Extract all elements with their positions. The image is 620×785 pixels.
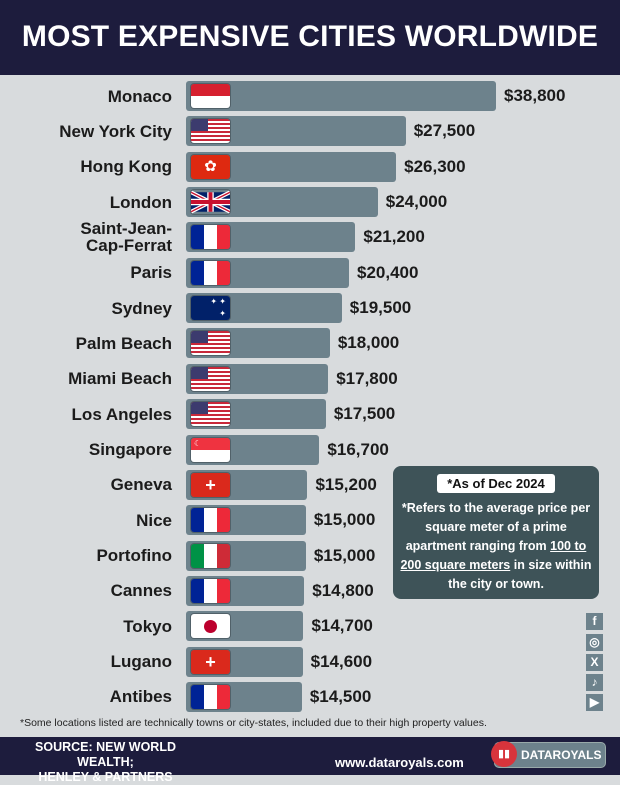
- flag-france-icon: [191, 225, 230, 250]
- bar-row: Portofino $15,000: [0, 540, 620, 572]
- city-label: Portofino: [96, 546, 172, 566]
- bar-chart-logo-icon: ▮▮: [491, 741, 517, 767]
- page-title: MOST EXPENSIVE CITIES WORLDWIDE: [21, 20, 599, 53]
- value-label: $21,200: [363, 227, 425, 247]
- flag-switzerland-icon: +: [191, 649, 230, 674]
- value-label: $17,500: [333, 404, 396, 424]
- flag-hong-kong-icon: ✿: [191, 154, 230, 179]
- bar-row: Los Angeles $17,500: [0, 398, 620, 430]
- flag-uk-icon: [191, 190, 230, 214]
- city-label: Nice: [136, 510, 172, 530]
- brand-logo: ▮▮ DATAROYALS: [491, 741, 606, 768]
- tiktok-icon[interactable]: ♪: [586, 674, 603, 691]
- note-date: *As of Dec 2024: [437, 474, 555, 493]
- city-label: Sydney: [111, 298, 172, 318]
- bar-row: Palm Beach $18,000: [0, 327, 620, 359]
- note-card: *As of Dec 2024 *Refers to the average p…: [393, 466, 599, 599]
- youtube-icon[interactable]: ▶: [586, 694, 603, 711]
- x-icon[interactable]: X: [586, 654, 603, 671]
- bar-row: Hong Kong ✿ $26,300: [0, 151, 620, 183]
- bar-row: New York City $27,500: [0, 115, 620, 147]
- value-label: $14,500: [309, 686, 372, 706]
- value-label: $20,400: [356, 262, 419, 282]
- flag-japan-icon: [191, 614, 230, 639]
- bar-row: Miami Beach $17,800: [0, 363, 620, 395]
- value-label: $15,000: [313, 545, 376, 565]
- city-label: Saint-Jean-Cap-Ferrat: [80, 219, 172, 256]
- city-label: Monaco: [107, 86, 172, 106]
- city-label: Antibes: [109, 687, 172, 707]
- value-label: $14,800: [312, 580, 374, 600]
- bar-row: Geneva + $15,200: [0, 469, 620, 501]
- website-link[interactable]: www.dataroyals.com: [335, 755, 464, 770]
- value-label: $26,300: [404, 156, 466, 176]
- city-label: Palm Beach: [75, 333, 172, 353]
- footer: SOURCE: NEW WORLD WEALTH; HENLEY & PARTN…: [0, 737, 620, 784]
- bar: [186, 81, 496, 111]
- instagram-icon[interactable]: ◎: [586, 634, 603, 651]
- note-text-part: in size within the city or town.: [448, 558, 592, 591]
- city-label: Lugano: [110, 652, 172, 672]
- flag-switzerland-icon: +: [191, 472, 230, 497]
- flag-usa-icon: [191, 366, 230, 391]
- value-label: $15,200: [315, 474, 377, 494]
- bar-chart: Monaco $38,800 New York City $27,500 Hong Ko…: [0, 80, 620, 712]
- city-label: Cannes: [110, 581, 172, 601]
- city-label: Los Angeles: [71, 404, 172, 424]
- bar-row: Cannes $14,800: [0, 575, 620, 607]
- value-label: $14,600: [310, 651, 373, 671]
- flag-usa-icon: [191, 119, 230, 144]
- city-label: London: [109, 192, 172, 212]
- value-label: $18,000: [337, 333, 400, 353]
- value-label: $17,800: [336, 368, 398, 388]
- note-text-part: *Refers to the average price per square …: [401, 501, 591, 553]
- title-bar: MOST EXPENSIVE CITIES WORLDWIDE: [0, 0, 620, 75]
- bar-row: Monaco $38,800: [0, 80, 620, 112]
- city-label: Paris: [130, 263, 172, 283]
- bar-row: Singapore ☾ $16,700: [0, 434, 620, 466]
- bar-row: Tokyo $14,700: [0, 610, 620, 642]
- flag-france-icon: [191, 260, 230, 285]
- bar-row: London $24,000: [0, 186, 620, 218]
- brand-name: DATAROYALS: [521, 748, 602, 762]
- bar-row: Saint-Jean-Cap-Ferrat $21,200: [0, 219, 620, 256]
- flag-australia-icon: ✦ ✦ ✦: [191, 296, 230, 321]
- flag-france-icon: [191, 684, 230, 709]
- flag-usa-icon: [191, 331, 230, 356]
- value-label: $16,700: [327, 439, 389, 459]
- bar-row: Paris $20,400: [0, 257, 620, 289]
- value-label: $15,000: [313, 510, 376, 530]
- flag-italy-icon: [191, 543, 230, 568]
- flag-france-icon: [191, 508, 230, 533]
- value-label: $27,500: [413, 121, 476, 141]
- source: SOURCE: NEW WORLD WEALTH; HENLEY & PARTN…: [18, 740, 193, 785]
- city-label: New York City: [59, 121, 172, 141]
- city-label: Singapore: [88, 440, 172, 459]
- flag-monaco-icon: [191, 84, 230, 108]
- source-line: HENLEY & PARTNERS: [38, 770, 173, 784]
- value-label: $38,800: [504, 86, 566, 105]
- note-text: *Refers to the average price per square …: [393, 499, 599, 594]
- source-line: SOURCE: NEW WORLD WEALTH;: [35, 740, 176, 769]
- flag-usa-icon: [191, 402, 230, 427]
- facebook-icon[interactable]: f: [586, 613, 603, 630]
- note-text-underlined: 100 to 200 square meters: [400, 539, 587, 572]
- value-label: $19,500: [349, 298, 412, 318]
- value-label: $24,000: [385, 192, 448, 212]
- city-label: Tokyo: [123, 616, 172, 636]
- city-label: Miami Beach: [68, 369, 172, 389]
- bar-row: Nice $15,000: [0, 504, 620, 536]
- value-label: $14,700: [311, 616, 373, 636]
- city-label: Geneva: [110, 475, 172, 495]
- city-label: Hong Kong: [80, 157, 172, 177]
- bar-row: Lugano + $14,600: [0, 646, 620, 678]
- flag-singapore-icon: ☾: [191, 437, 230, 462]
- bar-row: Sydney ✦ ✦ ✦ $19,500: [0, 292, 620, 324]
- flag-france-icon: [191, 578, 230, 603]
- footnote: *Some locations listed are technically t…: [20, 717, 487, 729]
- bar-row: Antibes $14,500: [0, 681, 620, 713]
